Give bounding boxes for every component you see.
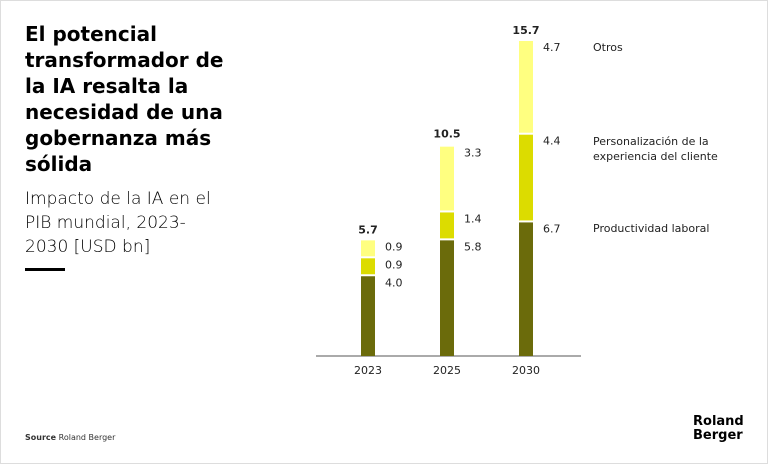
x-tick-label: 2023 [354,364,382,377]
bar-segment [519,134,533,221]
legend-label: Otros [593,41,623,54]
bar-segment [440,212,454,239]
bar-segment [361,258,375,275]
total-label: 5.7 [358,223,378,236]
subtitle: Impacto de la IA en el PIB mundial, 2023… [25,189,211,257]
value-label: 5.8 [464,240,482,253]
bar-segment [361,240,375,257]
value-label: 1.4 [464,212,482,225]
value-label: 6.7 [543,222,561,235]
value-label: 0.9 [385,258,403,271]
source: Source Roland Berger [25,433,115,442]
value-label: 4.4 [543,135,561,148]
value-label: 3.3 [464,147,482,160]
total-label: 10.5 [433,128,460,141]
rule [25,268,65,271]
legend-label: Personalización de la experiencia del cl… [593,134,718,163]
value-label: 4.7 [543,41,561,54]
bar-segment [519,222,533,356]
x-tick-label: 2025 [433,364,461,377]
total-label: 15.7 [512,24,539,37]
value-label: 0.9 [385,240,403,253]
source-label: Source [25,433,57,442]
bar-segment [440,146,454,211]
bar-segment [361,276,375,356]
logo-line: Berger [693,428,743,443]
value-label: 4.0 [385,276,403,289]
logo-line: Roland [693,414,744,429]
logo: Roland Berger [693,415,744,443]
legend-label: Productividad laboral [593,222,710,236]
title: El potencial transformador de la IA resa… [25,22,224,176]
bar-segment [519,41,533,133]
x-tick-label: 2030 [512,364,540,377]
bar-segment [440,240,454,356]
source-text: Roland Berger [58,433,116,442]
